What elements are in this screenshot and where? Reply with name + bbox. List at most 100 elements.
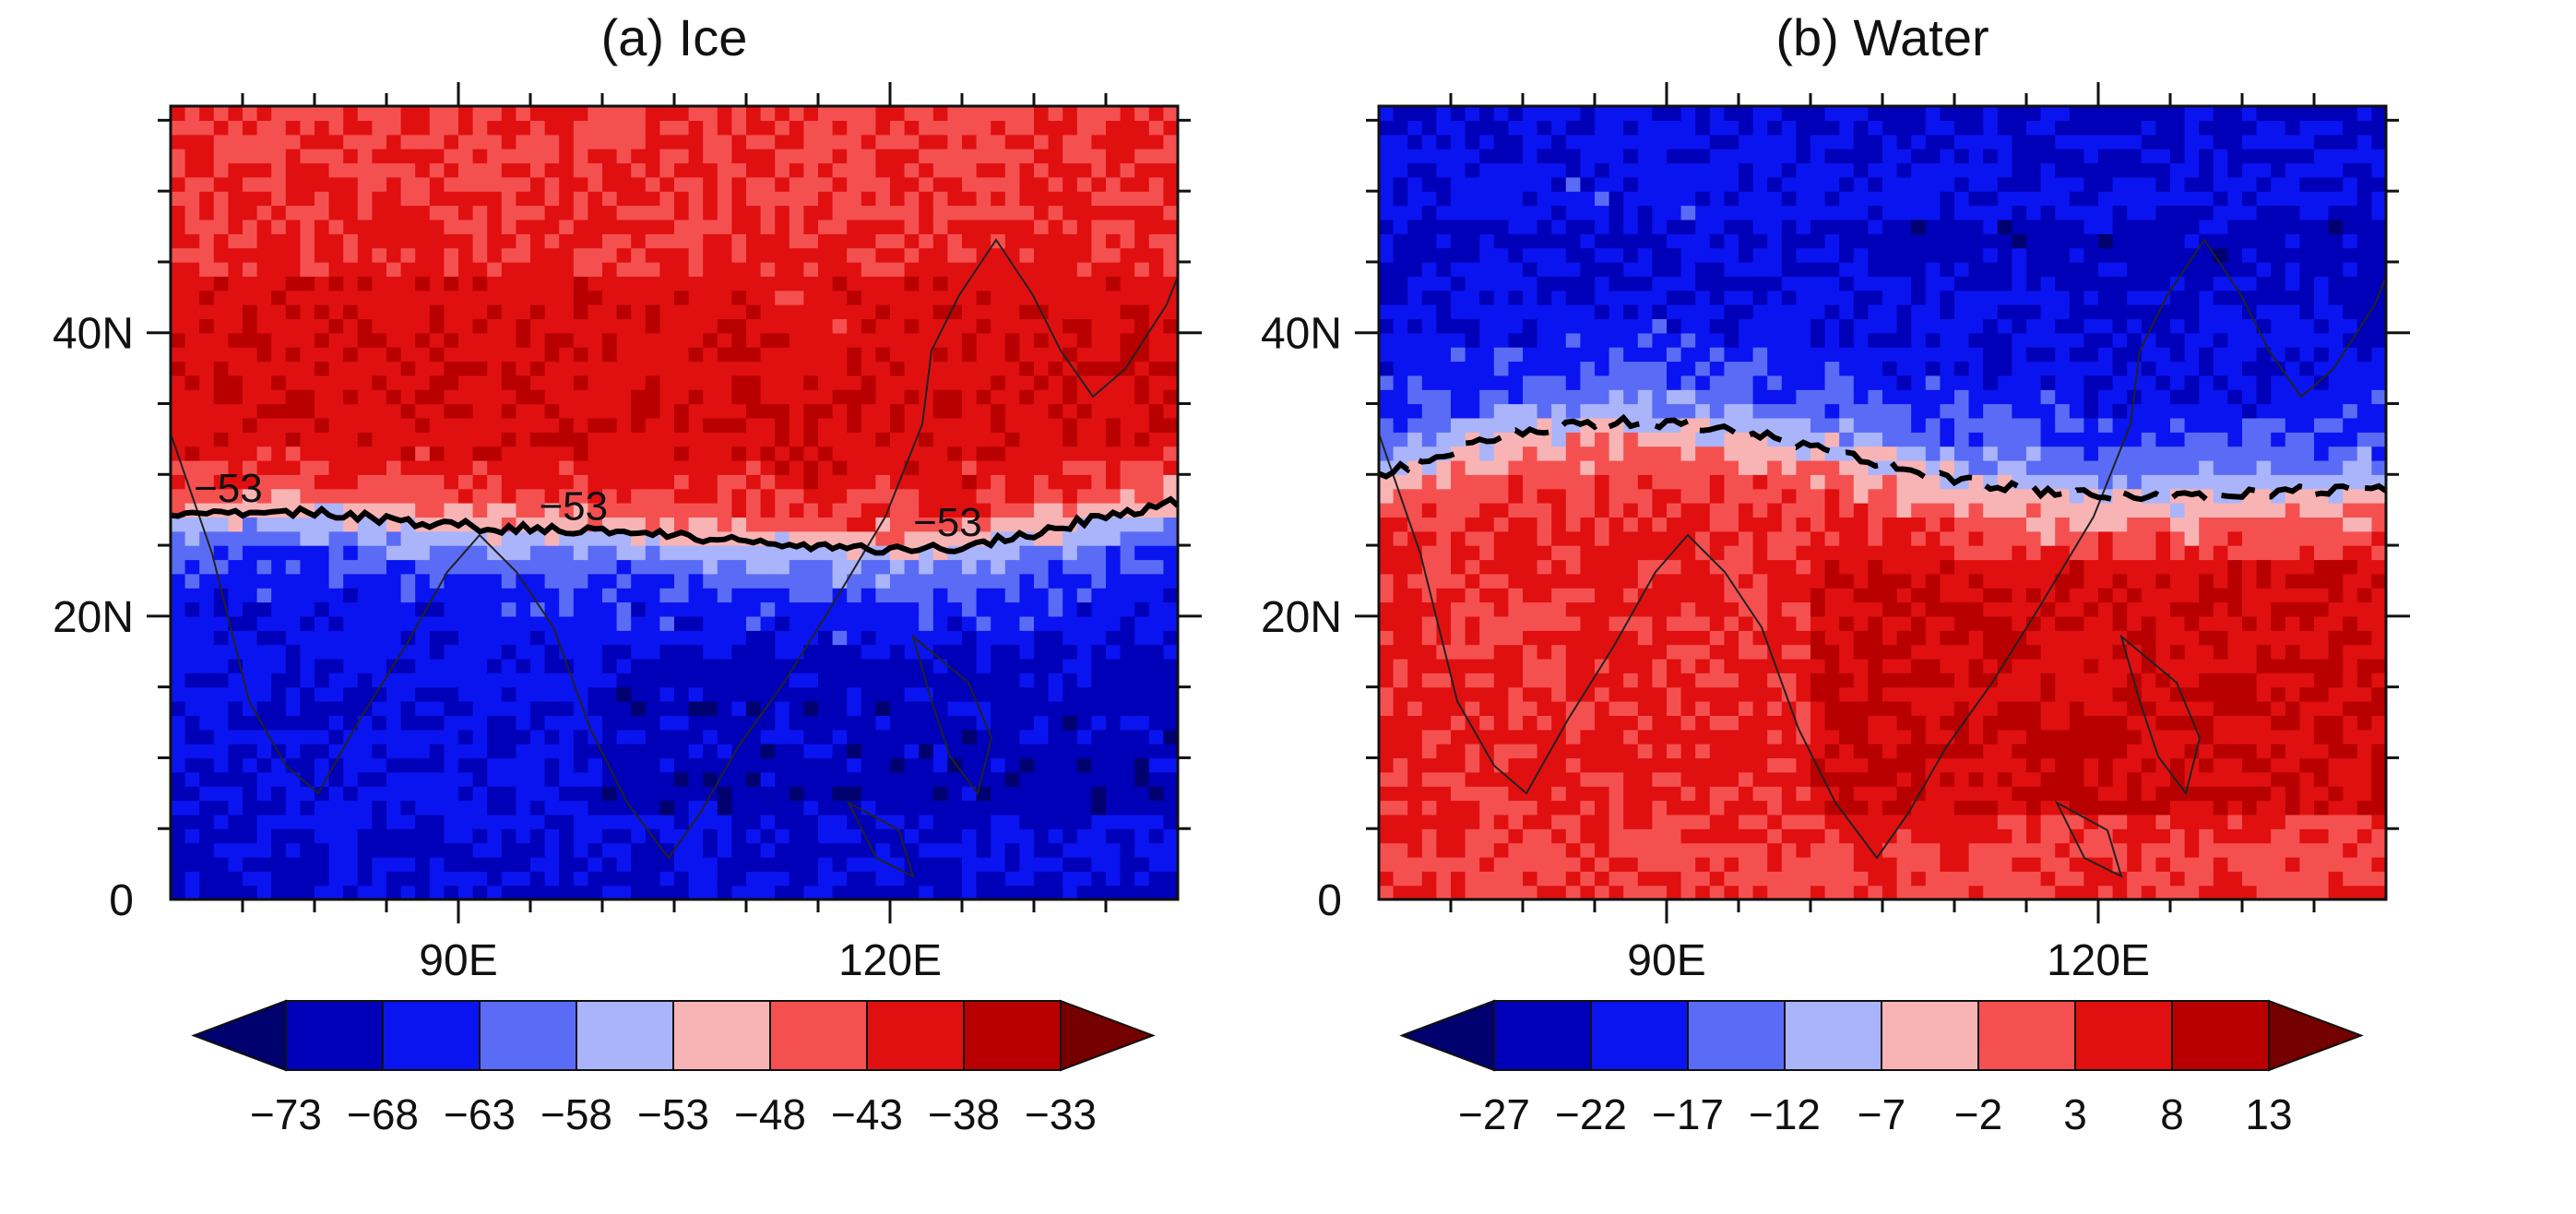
field-cell (861, 134, 876, 149)
field-cell (415, 744, 431, 759)
field-cell (1393, 771, 1408, 787)
field-cell (530, 828, 546, 844)
field-cell (847, 573, 862, 589)
field-cell (573, 814, 588, 829)
field-cell (386, 205, 402, 220)
field-cell (184, 545, 200, 561)
field-cell (904, 261, 920, 277)
field-cell (199, 701, 215, 716)
field-cell (243, 474, 258, 490)
field-cell (832, 701, 848, 716)
field-cell (487, 261, 503, 277)
field-cell (328, 530, 344, 546)
field-cell (674, 417, 690, 433)
field-cell (861, 276, 876, 292)
field-cell (530, 459, 546, 475)
field-cell (530, 134, 546, 149)
field-cell (544, 545, 560, 561)
field-cell (1148, 814, 1164, 829)
field-cell (1393, 814, 1408, 829)
field-cell (1479, 828, 1495, 844)
field-cell (328, 290, 344, 305)
field-cell (184, 715, 200, 731)
field-cell (400, 559, 416, 575)
field-cell (1580, 332, 1596, 348)
field-cell (919, 106, 934, 121)
field-cell (573, 729, 588, 744)
field-cell (328, 276, 344, 292)
field-cell (400, 403, 416, 419)
field-cell (962, 644, 978, 660)
field-cell (703, 871, 718, 887)
field-cell (199, 630, 215, 646)
field-cell (1004, 856, 1020, 872)
field-cell (1379, 162, 1395, 178)
field-cell (688, 389, 704, 405)
field-cell (530, 800, 546, 815)
field-cell (674, 205, 690, 220)
field-cell (544, 176, 560, 192)
field-cell (947, 290, 963, 305)
field-cell (875, 715, 891, 731)
field-cell (645, 658, 660, 673)
field-cell (631, 191, 647, 207)
field-cell (501, 375, 516, 390)
field-cell (645, 290, 660, 305)
field-cell (1551, 885, 1567, 899)
field-cell (444, 247, 459, 263)
field-cell (1537, 474, 1552, 490)
field-cell (171, 559, 186, 575)
field-cell (717, 856, 732, 872)
field-cell (1565, 474, 1581, 490)
field-cell (487, 233, 503, 249)
field-cell (616, 503, 632, 518)
field-cell (1091, 601, 1107, 617)
field-cell (703, 375, 718, 390)
field-cell (343, 644, 359, 660)
field-cell (1120, 744, 1135, 759)
field-cell (1379, 347, 1395, 363)
field-cell (184, 332, 200, 348)
field-cell (372, 701, 387, 716)
field-cell (171, 261, 186, 277)
field-cell (1091, 332, 1107, 348)
field-cell (530, 615, 546, 631)
field-cell (544, 347, 560, 363)
field-cell (847, 389, 862, 405)
field-cell (947, 701, 963, 716)
field-cell (818, 601, 834, 617)
field-cell (357, 247, 373, 263)
field-cell (516, 715, 531, 731)
field-cell (659, 545, 675, 561)
field-cell (919, 403, 934, 419)
field-cell (1163, 474, 1178, 490)
colorbar-label: −73 (250, 1090, 322, 1138)
field-cell (645, 233, 660, 249)
field-cell (472, 276, 488, 292)
field-cell (1120, 459, 1135, 475)
field-cell (760, 176, 776, 192)
field-cell (659, 856, 675, 872)
field-cell (688, 488, 704, 504)
field-cell (1493, 134, 1509, 149)
field-cell (256, 842, 272, 858)
field-cell (1523, 134, 1538, 149)
field-cell (991, 686, 1006, 702)
field-cell (1091, 120, 1107, 136)
field-cell (1595, 545, 1610, 561)
field-cell (1379, 786, 1395, 802)
field-cell (703, 446, 718, 461)
field-cell (962, 276, 978, 292)
field-cell (1048, 744, 1063, 759)
field-cell (1551, 573, 1567, 589)
field-cell (803, 134, 819, 149)
field-cell (472, 459, 488, 475)
field-cell (1134, 474, 1150, 490)
field-cell (328, 375, 344, 390)
field-cell (1393, 786, 1408, 802)
field-cell (199, 559, 215, 575)
field-cell (1479, 842, 1495, 858)
field-cell (703, 644, 718, 660)
field-cell (415, 701, 431, 716)
field-cell (1393, 332, 1408, 348)
